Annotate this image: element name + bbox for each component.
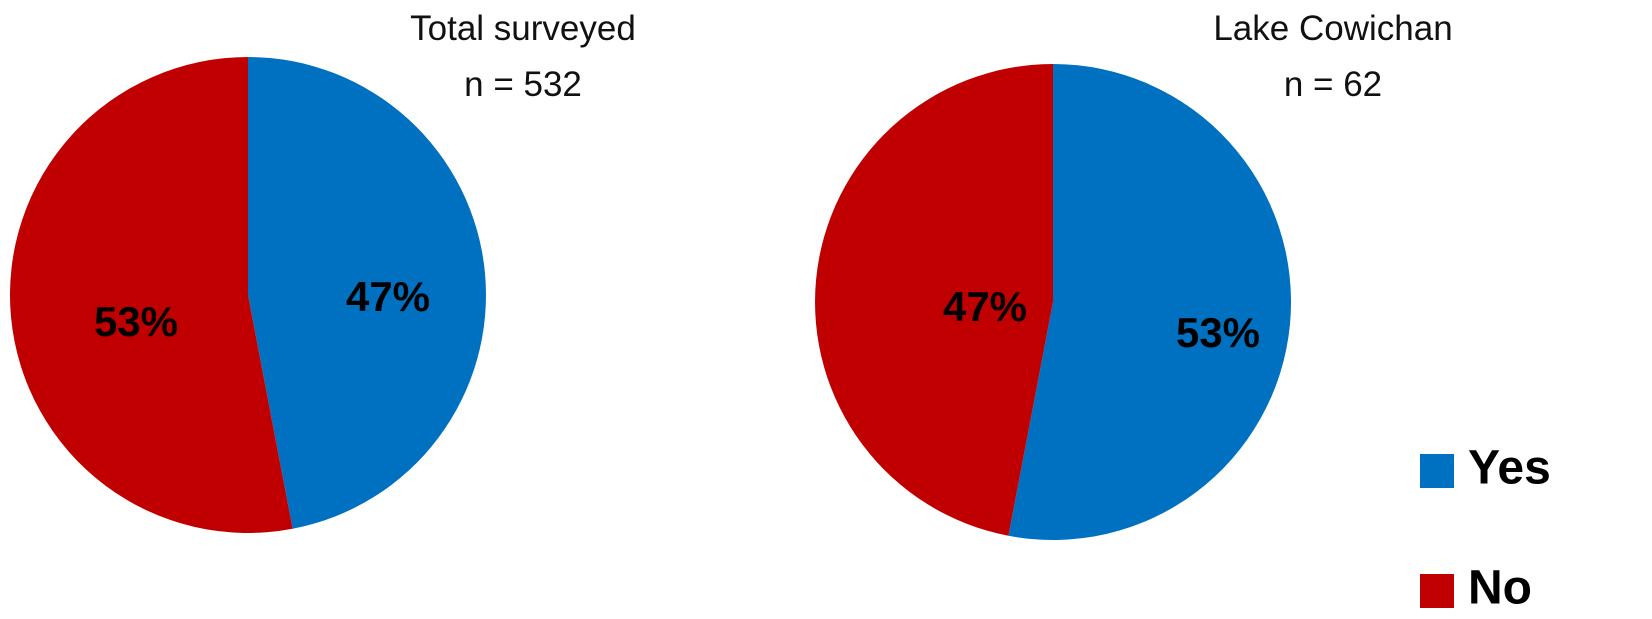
pie-chart-total-surveyed: Total surveyed n = 532 47% 53% xyxy=(9,9,636,533)
chart-title: Total surveyed xyxy=(410,9,636,48)
legend: Yes No xyxy=(1420,442,1551,615)
pie-chart-lake-cowichan: Lake Cowichan n = 62 53% 47% xyxy=(815,9,1453,540)
slice-label-no: 53% xyxy=(94,298,178,345)
legend-swatch-no xyxy=(1420,574,1454,608)
legend-item-no: No xyxy=(1420,562,1532,615)
chart-title: Lake Cowichan xyxy=(1213,9,1452,48)
legend-label-yes: Yes xyxy=(1468,442,1551,495)
pie-slice-yes xyxy=(248,57,486,529)
pie-slice-no xyxy=(815,64,1053,536)
slice-label-no: 47% xyxy=(943,283,1027,330)
legend-item-yes: Yes xyxy=(1420,442,1551,495)
pie-slice-yes xyxy=(1008,63,1292,540)
legend-swatch-yes xyxy=(1420,454,1454,488)
slice-label-yes: 47% xyxy=(346,273,430,320)
legend-label-no: No xyxy=(1468,562,1532,615)
pie-slices xyxy=(9,56,486,533)
chart-subtitle: n = 532 xyxy=(464,65,582,104)
pie-slice-no xyxy=(9,56,293,533)
slice-label-yes: 53% xyxy=(1176,309,1260,356)
chart-subtitle: n = 62 xyxy=(1284,65,1382,104)
pie-slices xyxy=(815,63,1292,540)
